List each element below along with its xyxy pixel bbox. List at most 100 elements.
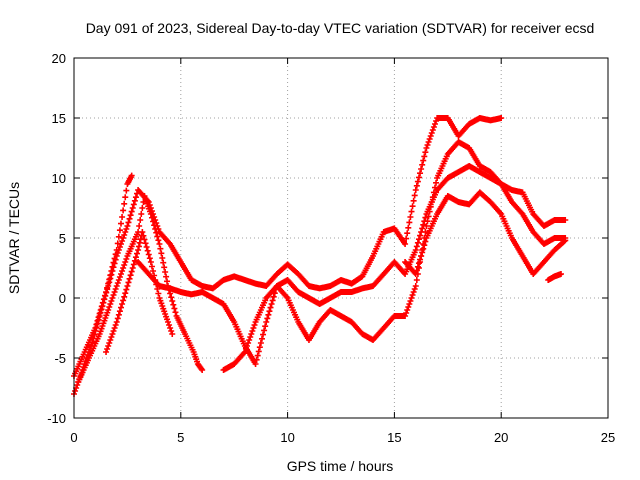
data-point (131, 175, 133, 177)
data-point (351, 283, 353, 285)
data-point (126, 255, 128, 257)
data-point (425, 225, 427, 227)
data-point (415, 189, 417, 191)
data-point (436, 213, 438, 215)
series-track-5 (135, 139, 569, 367)
data-point (340, 291, 342, 293)
data-point (197, 363, 199, 365)
x-tick-label: 15 (387, 430, 401, 445)
data-point (126, 285, 128, 287)
data-point (171, 333, 173, 335)
data-point (340, 315, 342, 317)
data-point (351, 291, 353, 293)
data-point (560, 273, 562, 275)
y-tick-label: -5 (54, 351, 66, 366)
data-point (511, 189, 513, 191)
data-point (554, 219, 556, 221)
data-point (276, 285, 278, 287)
data-point (479, 171, 481, 173)
data-point (500, 117, 502, 119)
y-tick-label: 15 (52, 111, 66, 126)
data-point (158, 243, 160, 245)
data-point (425, 213, 427, 215)
data-point (137, 231, 139, 233)
data-point (490, 201, 492, 203)
data-point (522, 191, 524, 193)
data-point (201, 369, 203, 371)
data-point (137, 249, 139, 251)
data-point (468, 147, 470, 149)
data-point (287, 297, 289, 299)
data-point (447, 117, 449, 119)
data-point (543, 225, 545, 227)
data-point (468, 165, 470, 167)
data-point (107, 285, 109, 287)
data-point (126, 225, 128, 227)
y-tick-label: 5 (59, 231, 66, 246)
y-tick-label: 20 (52, 51, 66, 66)
data-point (297, 321, 299, 323)
x-tick-label: 25 (601, 430, 615, 445)
data-point (522, 255, 524, 257)
data-point (244, 279, 246, 281)
data-point (425, 237, 427, 239)
y-axis-label: SDTVAR / TECUs (6, 182, 22, 294)
data-point (287, 263, 289, 265)
data-point (457, 201, 459, 203)
data-point (372, 255, 374, 257)
data-point (150, 261, 152, 263)
data-point (361, 287, 363, 289)
data-point (511, 237, 513, 239)
series-track-8 (545, 271, 565, 283)
data-point (479, 117, 481, 119)
data-point (393, 315, 395, 317)
data-point (361, 333, 363, 335)
y-tick-label: -10 (47, 411, 66, 426)
data-point (522, 213, 524, 215)
data-point (404, 315, 406, 317)
data-point (276, 273, 278, 275)
data-point (148, 273, 150, 275)
x-tick-label: 0 (70, 430, 77, 445)
data-point (176, 315, 178, 317)
data-point (223, 369, 225, 371)
data-point (415, 249, 417, 251)
data-point (543, 261, 545, 263)
data-point (169, 243, 171, 245)
data-point (201, 285, 203, 287)
data-point (308, 297, 310, 299)
data-point (436, 117, 438, 119)
data-point (255, 283, 257, 285)
axis-ticks: 0 5 10 15 20 25 -10 -5 0 5 10 15 20 (47, 51, 615, 445)
data-point (436, 177, 438, 179)
data-point (532, 213, 534, 215)
data-point (329, 297, 331, 299)
data-point (265, 285, 267, 287)
data-point (143, 195, 145, 197)
data-point (107, 309, 109, 311)
data-point (180, 291, 182, 293)
x-tick-label: 5 (177, 430, 184, 445)
data-point (532, 231, 534, 233)
data-point (287, 279, 289, 281)
data-point (554, 275, 556, 277)
data-point (212, 287, 214, 289)
data-point (99, 315, 101, 317)
data-point (201, 291, 203, 293)
data-point (393, 227, 395, 229)
data-point (158, 297, 160, 299)
series-layer (71, 115, 569, 397)
data-point (137, 189, 139, 191)
data-point (490, 171, 492, 173)
data-point (223, 303, 225, 305)
data-point (372, 285, 374, 287)
data-point (88, 357, 90, 359)
data-point (158, 285, 160, 287)
data-point (265, 321, 267, 323)
data-point (361, 275, 363, 277)
data-point (554, 249, 556, 251)
data-point (105, 351, 107, 353)
data-point (372, 339, 374, 341)
